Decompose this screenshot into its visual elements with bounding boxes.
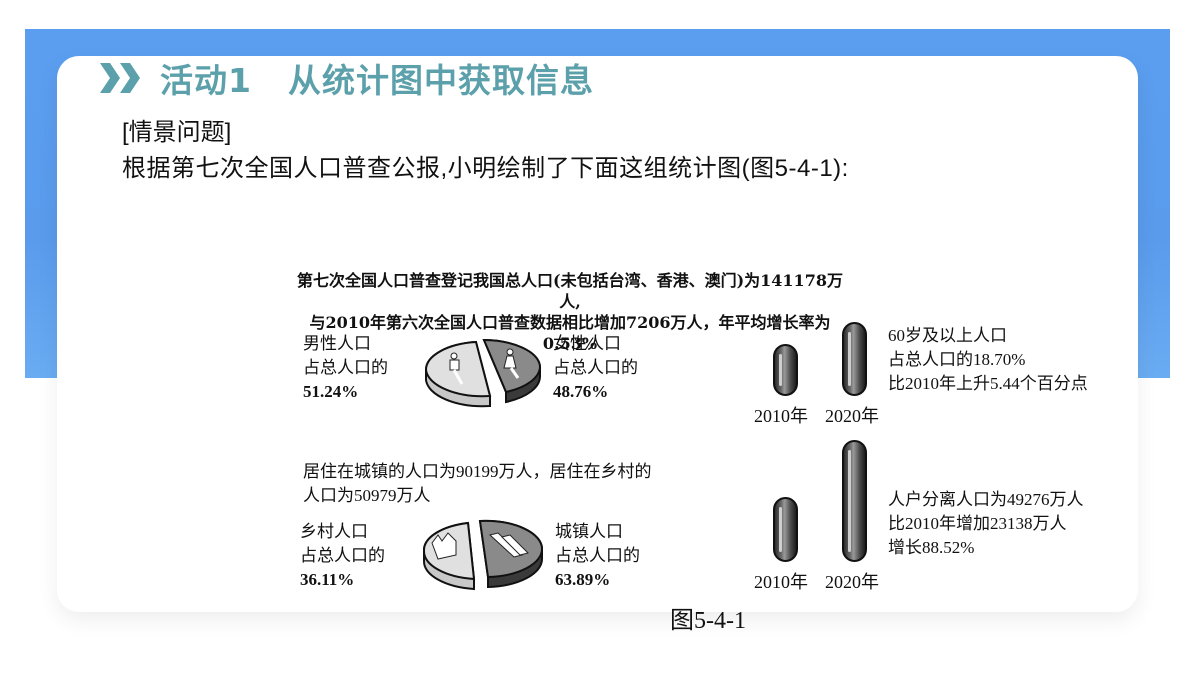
slide-title: 活动1 从统计图中获取信息 <box>100 56 594 100</box>
migration-year-2020: 2020年 <box>825 572 879 592</box>
male-label: 男性人口 占总人口的 51.24% <box>303 334 388 401</box>
intro-text: 根据第七次全国人口普查公报,小明绘制了下面这组统计图(图5-4-1): <box>122 155 849 182</box>
urban-rural-pie-chart <box>422 519 544 591</box>
figure-header: 第七次全国人口普查登记我国总人口(未包括台湾、香港、澳门)为141178万人, … <box>290 270 850 354</box>
urban-description: 居住在城镇的人口为90199万人，居住在乡村的 人口为50979万人 <box>303 462 652 505</box>
subheading: [情景问题] <box>122 119 232 146</box>
aging-pill-2010 <box>773 344 798 396</box>
header-line-2: 与2010年第六次全国人口普查数据相比增加7206万人，年平均增长率为0.53% <box>309 313 831 353</box>
aging-year-2010: 2010年 <box>754 406 808 426</box>
migration-year-2010: 2010年 <box>754 572 808 592</box>
aging-pill-2020 <box>842 322 867 396</box>
migration-pill-2010 <box>773 497 798 562</box>
content-card <box>57 56 1138 612</box>
female-label: 女性人口 占总人口的 48.76% <box>553 334 638 401</box>
title-activity: 活动1 <box>160 61 252 100</box>
rural-label: 乡村人口 占总人口的 36.11% <box>300 522 385 589</box>
figure-caption: 图5-4-1 <box>670 608 746 634</box>
aging-year-2020: 2020年 <box>825 406 879 426</box>
header-line-1: 第七次全国人口普查登记我国总人口(未包括台湾、香港、澳门)为141178万人, <box>297 271 843 311</box>
aging-label: 60岁及以上人口 占总人口的18.70% 比2010年上升5.44个百分点 <box>888 326 1088 393</box>
female-figure-icon <box>503 348 520 379</box>
gender-pie-chart <box>424 338 542 408</box>
migration-pill-2020 <box>842 440 867 562</box>
male-figure-icon <box>449 352 464 385</box>
migration-label: 人户分离人口为49276万人 比2010年增加23138万人 增长88.52% <box>888 490 1084 557</box>
city-buildings-icon <box>488 532 529 558</box>
urban-label: 城镇人口 占总人口的 63.89% <box>555 522 640 589</box>
title-text: 从统计图中获取信息 <box>287 61 594 100</box>
village-icon <box>431 532 457 560</box>
double-chevron-icon <box>100 63 140 93</box>
